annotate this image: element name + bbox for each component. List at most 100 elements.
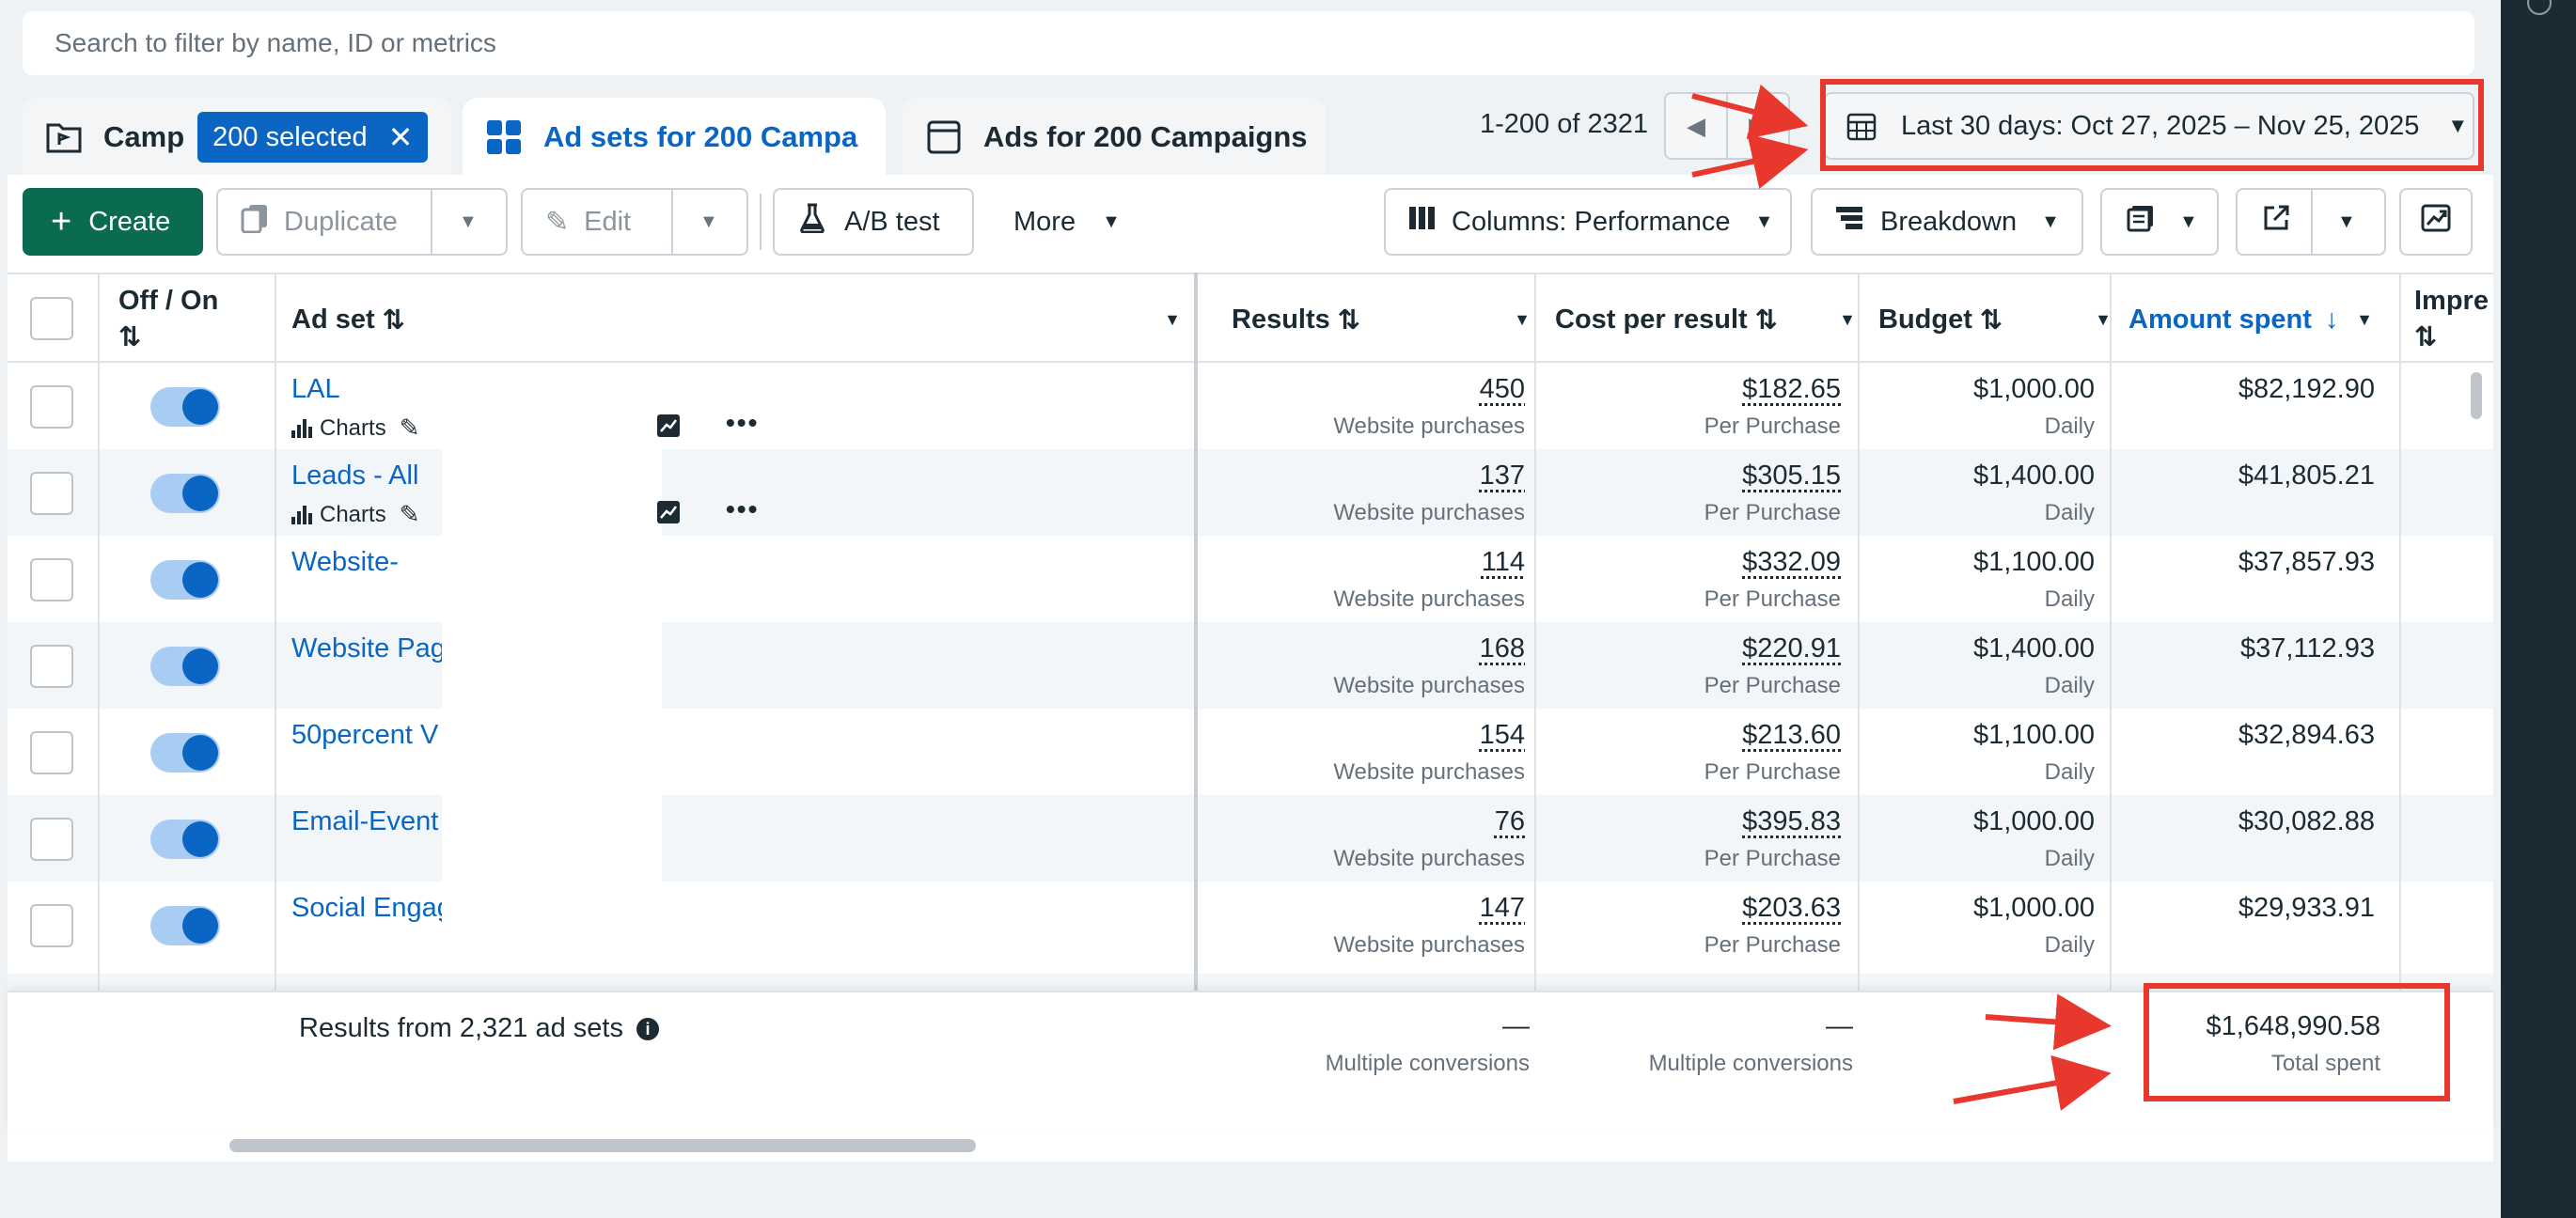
budget-value[interactable]: $1,400.00 [1972,633,2095,664]
clear-selection-icon[interactable]: ✕ [387,120,414,154]
help-icon[interactable] [2527,0,2552,15]
cost-per-result-value[interactable]: $213.60 [1742,720,1841,750]
select-all-checkbox[interactable] [30,297,73,340]
tab-ads[interactable]: Ads for 200 Campaigns [903,98,1326,177]
export-button[interactable]: ▼ [2236,188,2386,256]
chevron-down-icon[interactable]: ▼ [699,211,718,232]
column-header-budget[interactable]: Budget ⇅ ▼ [1878,274,2125,365]
column-header-adset[interactable]: Ad set ⇅ ▼ [291,274,1194,365]
table-row[interactable]: 50percent V 154 Website purchases $213.60 Pe… [8,709,2493,795]
trend-chart-icon[interactable] [656,500,681,529]
status-toggle[interactable] [150,387,220,427]
more-options-icon[interactable]: ••• [726,494,760,523]
column-header-amount[interactable]: Amount spent ↓ ▼ [2128,274,2386,365]
column-header-offon[interactable]: Off / On ⇅ [118,274,278,365]
adset-name-link[interactable]: Website- [291,547,399,577]
view-charts-button[interactable] [2399,188,2473,256]
chevron-down-icon[interactable]: ▼ [2356,309,2373,329]
tab-campaigns[interactable]: Camp 200 selected ✕ [23,98,451,177]
row-checkbox[interactable] [30,904,73,947]
results-value[interactable]: 114 [1481,547,1525,577]
results-value[interactable]: 450 [1479,374,1525,404]
more-button[interactable]: More ▼ [998,188,1130,256]
status-toggle[interactable] [150,474,220,513]
status-toggle[interactable] [150,560,220,600]
chevron-down-icon[interactable]: ▼ [1839,309,1856,329]
table-row[interactable]: Website- 114 Website purchases $332.09 Per P… [8,536,2493,622]
tab-adsets[interactable]: Ad sets for 200 Campa [463,98,886,177]
column-divider [98,273,100,1132]
status-toggle[interactable] [150,647,220,686]
prev-page-button[interactable]: ◀ [1687,111,1705,140]
budget-value[interactable]: $1,400.00 [1972,461,2095,491]
row-checkbox[interactable] [30,472,73,515]
results-value[interactable]: 137 [1479,461,1525,491]
info-icon[interactable]: i [636,1018,660,1040]
budget-value[interactable]: $1,000.00 [1972,374,2095,404]
reports-button[interactable]: ▼ [2100,188,2219,256]
more-options-icon[interactable]: ••• [726,408,760,437]
create-button[interactable]: + Create [23,188,203,256]
charts-link[interactable]: Charts [320,414,386,441]
charts-link[interactable]: Charts [320,501,386,527]
pencil-icon[interactable]: ✎ [399,414,420,442]
column-header-cost[interactable]: Cost per result ⇅ ▼ [1555,274,1869,365]
row-checkbox[interactable] [30,818,73,861]
chevron-down-icon[interactable]: ▼ [2337,211,2356,232]
row-checkbox[interactable] [30,731,73,774]
column-header-results[interactable]: Results ⇅ ▼ [1232,274,1544,365]
chevron-down-icon[interactable]: ▼ [1514,309,1531,329]
date-range-picker[interactable]: Last 30 days: Oct 27, 2025 – Nov 25, 202… [1824,92,2474,160]
chevron-down-icon[interactable]: ▼ [2095,309,2112,329]
results-value[interactable]: 147 [1479,893,1525,923]
selection-badge[interactable]: 200 selected ✕ [197,112,429,163]
duplicate-button[interactable]: Duplicate ▼ [216,188,508,256]
cost-per-result-value[interactable]: $332.09 [1742,547,1841,577]
cost-per-result-value[interactable]: $220.91 [1742,633,1841,664]
adset-name-link[interactable]: 50percent V [291,720,439,750]
status-toggle[interactable] [150,906,220,945]
cost-per-result-value[interactable]: $395.83 [1742,806,1841,836]
adset-name-link[interactable]: Leads - All [291,461,419,491]
cost-per-result-value[interactable]: $305.15 [1742,461,1841,491]
bar-chart-icon[interactable] [291,505,312,524]
results-value[interactable]: 154 [1479,720,1525,750]
budget-value[interactable]: $1,100.00 [1972,720,2095,750]
results-value[interactable]: 76 [1494,806,1525,836]
row-checkbox[interactable] [30,558,73,601]
bar-chart-icon[interactable] [291,418,312,438]
table-row[interactable]: Leads - All Charts ✎ ••• 137 Website purchase… [8,449,2493,536]
cost-per-result-value[interactable]: $182.65 [1742,374,1841,404]
adset-name-link[interactable]: Website Pag [291,633,446,664]
adset-name-link[interactable]: LAL [291,374,340,404]
budget-value[interactable]: $1,100.00 [1972,547,2095,577]
breakdown-button[interactable]: Breakdown ▼ [1811,188,2083,256]
pencil-icon[interactable]: ✎ [399,500,420,528]
status-toggle[interactable] [150,820,220,859]
trend-chart-icon[interactable] [656,414,681,443]
table-row[interactable]: Social Engag 147 Website purchases $203.63 P… [8,882,2493,968]
results-type: Website purchases [1333,586,1525,612]
results-value[interactable]: 168 [1479,633,1525,664]
chevron-down-icon[interactable]: ▼ [459,211,478,232]
ab-test-button[interactable]: A/B test [773,188,974,256]
budget-value[interactable]: $1,000.00 [1972,806,2095,836]
vertical-scrollbar[interactable] [2471,372,2482,419]
budget-value[interactable]: $1,000.00 [1972,893,2095,923]
search-input[interactable]: Search to filter by name, ID or metrics [23,11,2474,75]
chevron-down-icon[interactable]: ▼ [1164,309,1181,329]
column-header-impressions[interactable]: Impre ⇅ [2414,274,2493,365]
table-row[interactable]: LAL Charts ✎ ••• 450 Website purchases $182.65… [8,363,2493,449]
row-checkbox[interactable] [30,645,73,688]
edit-button[interactable]: ✎ Edit ▼ [521,188,748,256]
table-row[interactable]: Website Pag 168 Website purchases $220.91 Pe… [8,622,2493,709]
table-row[interactable]: Email-Event 76 Website purchases $395.83 Per… [8,795,2493,882]
adset-name-link[interactable]: Email-Event [291,806,439,836]
horizontal-scrollbar[interactable] [229,1139,976,1152]
columns-button[interactable]: Columns: Performance ▼ [1384,188,1792,256]
status-toggle[interactable] [150,733,220,773]
row-checkbox[interactable] [30,385,73,429]
adset-name-link[interactable]: Social Engag [291,893,452,923]
toolbar: + Create Duplicate ▼ ✎ Edit ▼ [8,188,2493,258]
cost-per-result-value[interactable]: $203.63 [1742,893,1841,923]
